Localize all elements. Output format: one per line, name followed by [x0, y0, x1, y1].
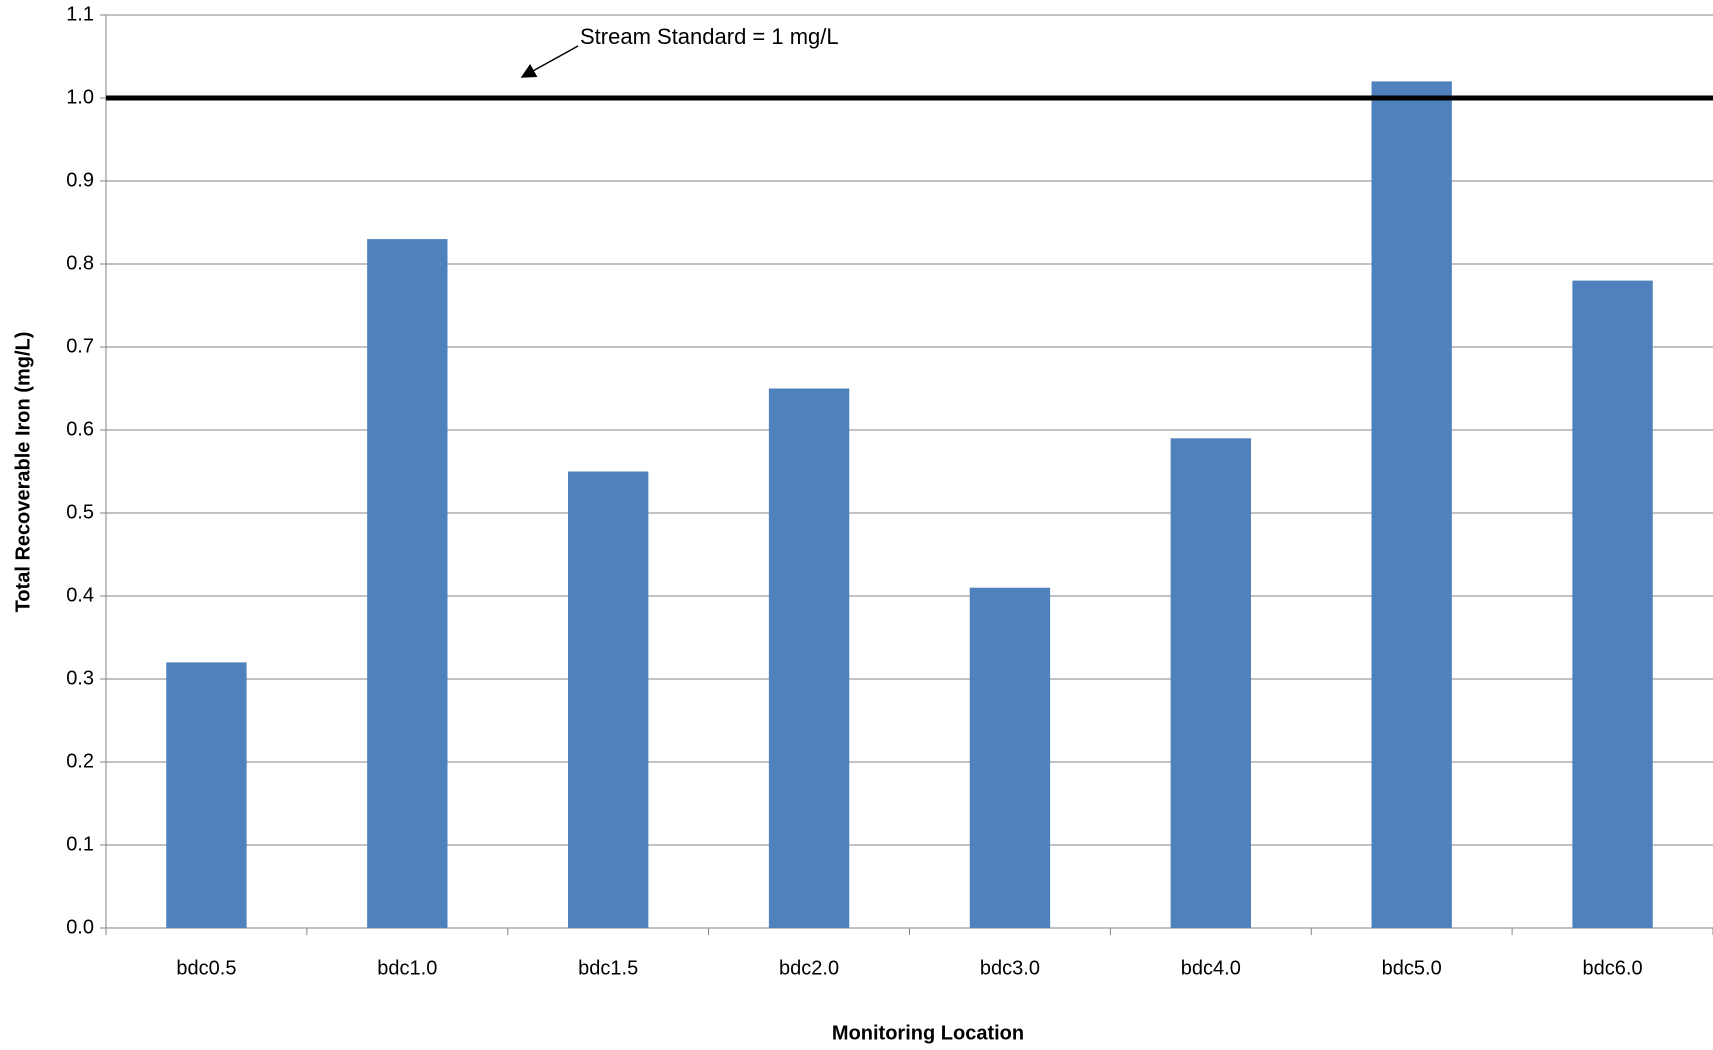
x-tick-label: bdc2.0 — [779, 957, 839, 979]
bar — [969, 587, 1051, 928]
x-tick-label: bdc4.0 — [1181, 957, 1241, 979]
bar — [1170, 438, 1251, 928]
y-tick-label: 0.9 — [66, 169, 94, 191]
y-tick-label: 1.1 — [66, 3, 94, 25]
y-tick-label: 0.1 — [66, 833, 94, 855]
y-tick-label: 0.3 — [66, 667, 94, 689]
y-tick-label: 1.0 — [66, 86, 94, 108]
y-tick-label: 0.8 — [66, 252, 94, 274]
bar — [568, 471, 649, 928]
bar — [166, 662, 247, 928]
x-tick-label: bdc0.5 — [176, 957, 236, 979]
reference-label: Stream Standard = 1 mg/L — [580, 24, 839, 49]
y-tick-label: 0.4 — [66, 584, 94, 606]
y-axis-title: Total Recoverable Iron (mg/L) — [12, 332, 34, 613]
y-tick-label: 0.2 — [66, 750, 94, 772]
x-tick-label: bdc6.0 — [1583, 957, 1643, 979]
x-tick-label: bdc3.0 — [980, 957, 1040, 979]
x-tick-label: bdc5.0 — [1382, 957, 1442, 979]
bar — [367, 239, 448, 929]
x-tick-label: bdc1.5 — [578, 957, 638, 979]
y-tick-label: 0.6 — [66, 418, 94, 440]
bar — [768, 388, 850, 928]
y-tick-label: 0.0 — [66, 916, 94, 938]
annotation-arrow — [520, 45, 579, 78]
y-tick-label: 0.5 — [66, 501, 94, 523]
y-tick-label: 0.7 — [66, 335, 94, 357]
bar — [1572, 280, 1653, 929]
bar — [1371, 81, 1452, 928]
x-axis-title: Monitoring Location — [832, 1022, 1024, 1044]
x-tick-label: bdc1.0 — [377, 957, 437, 979]
